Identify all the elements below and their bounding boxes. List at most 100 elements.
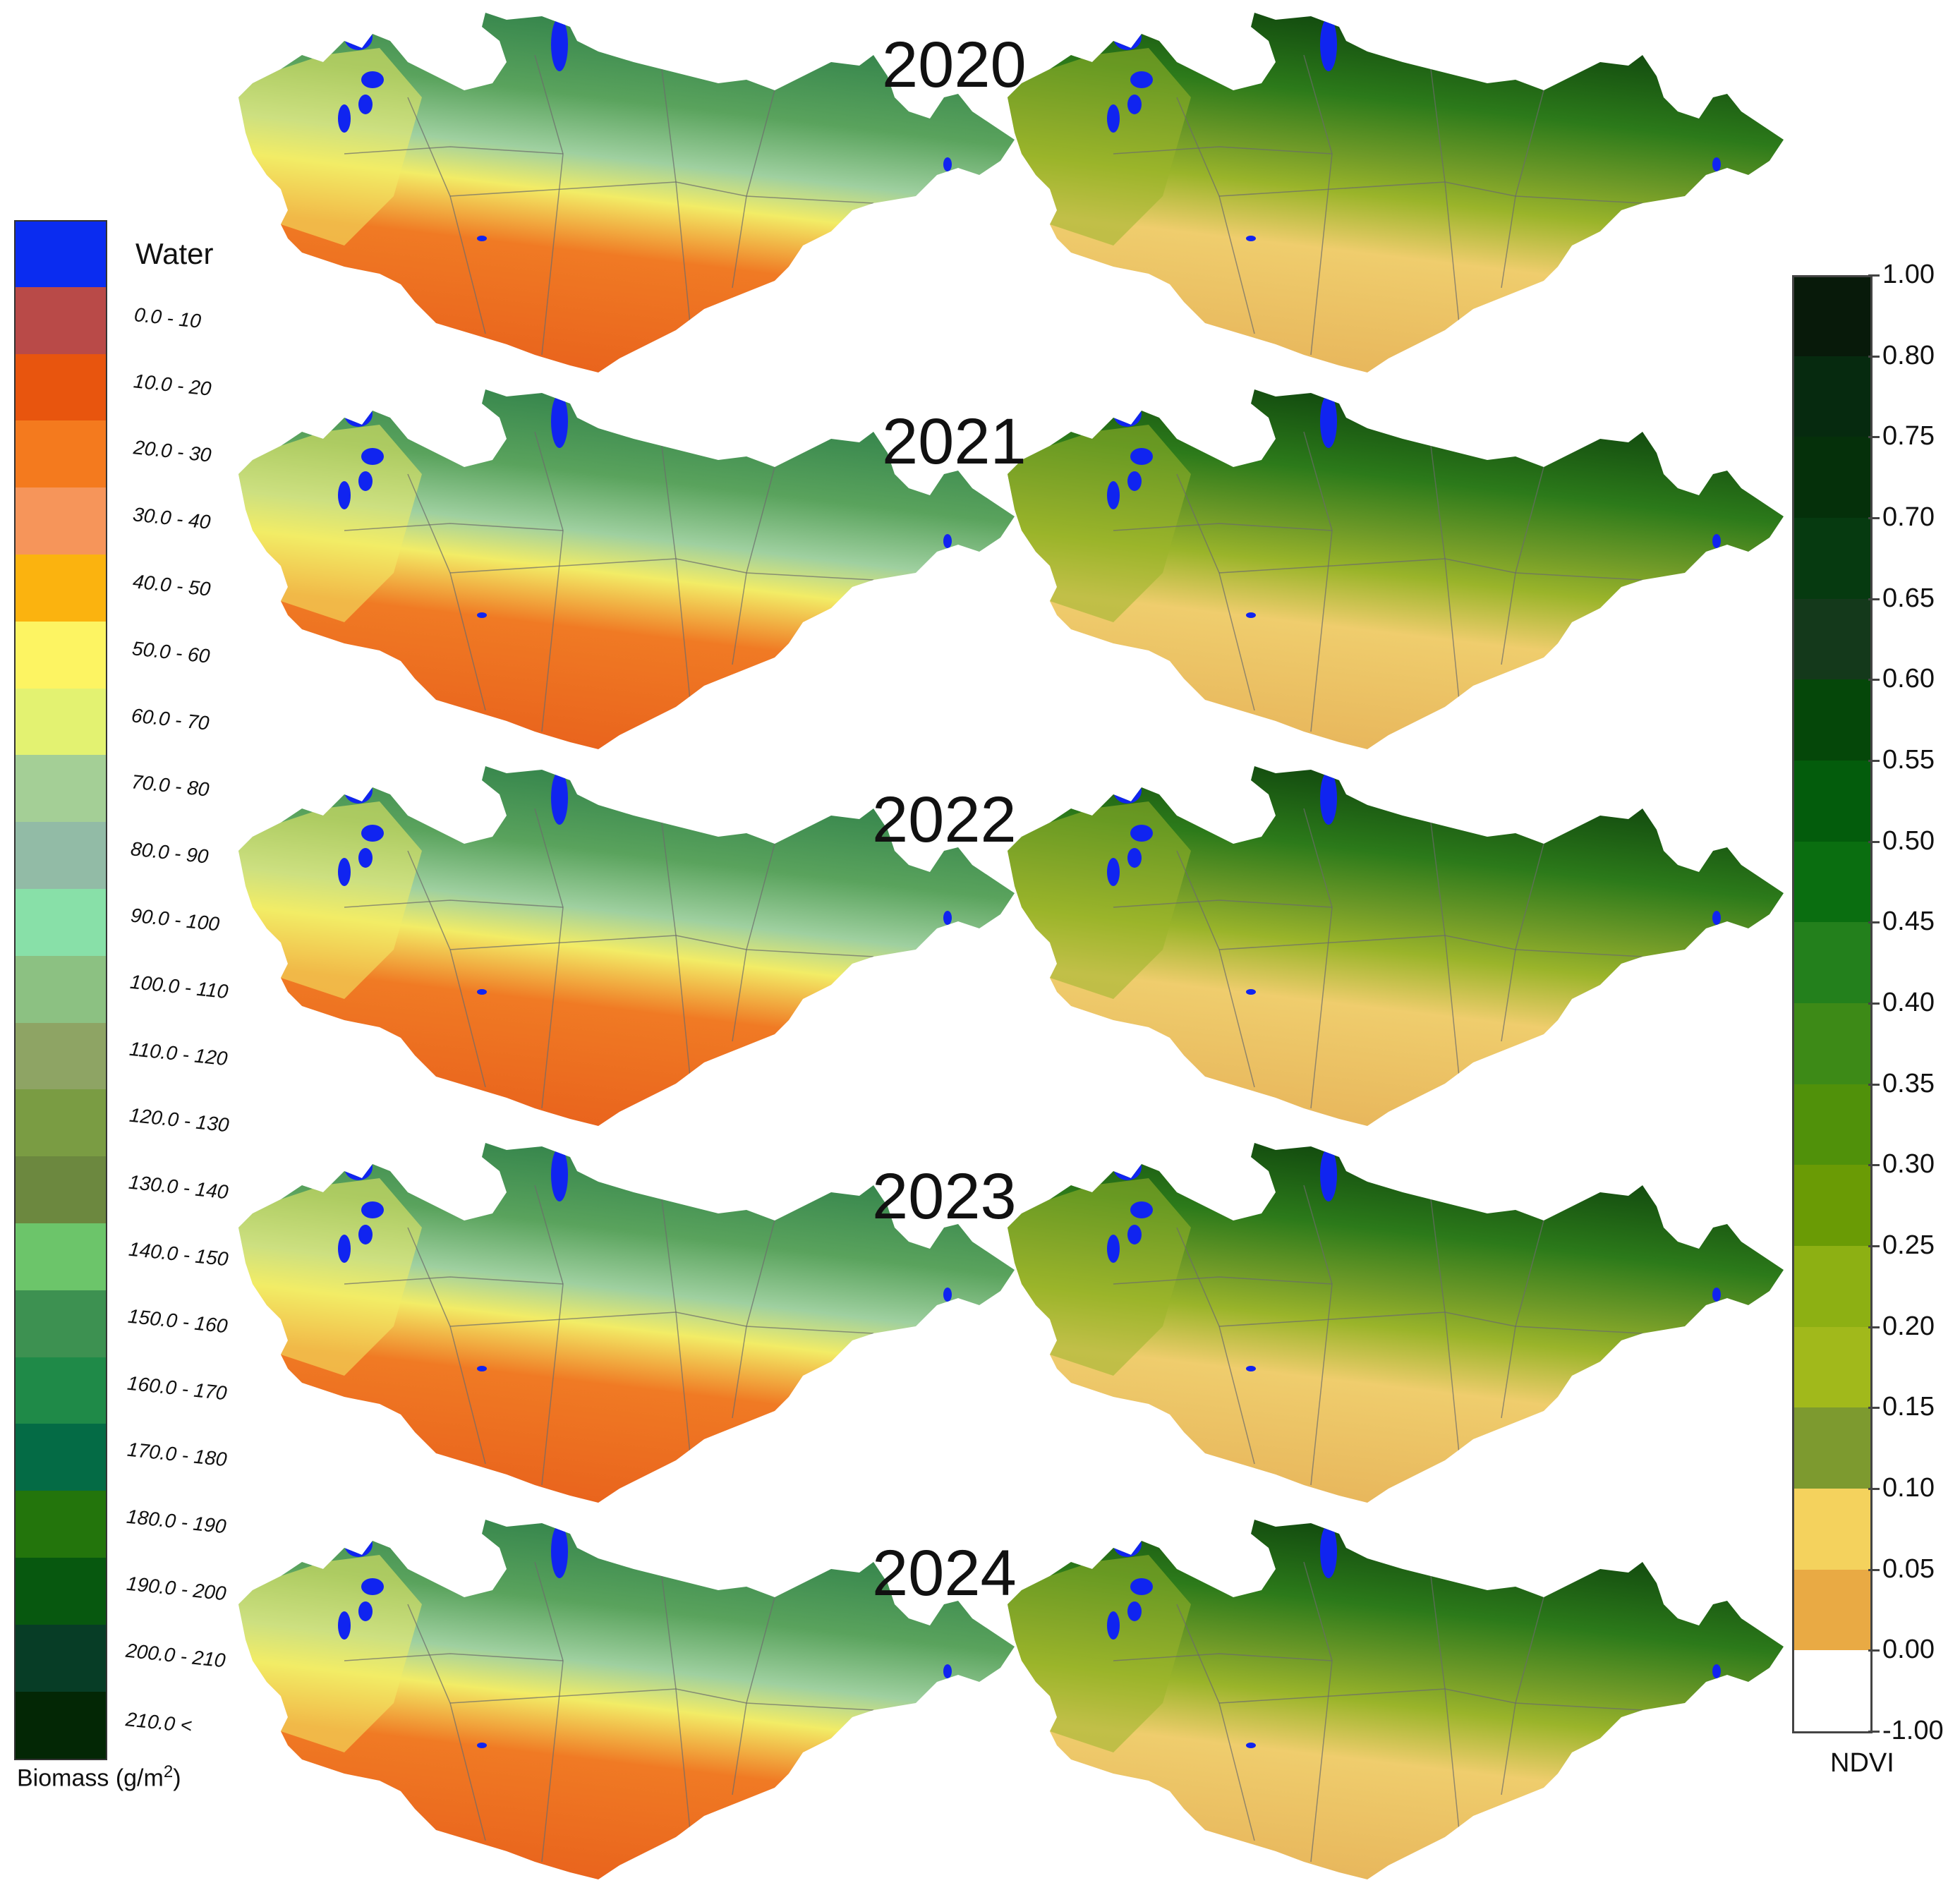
water-body xyxy=(358,95,373,114)
legend-swatch-biomass xyxy=(14,1491,107,1558)
legend-label-biomass: 210.0 < xyxy=(124,1707,193,1737)
ndvi-tick-mark xyxy=(1868,1245,1880,1247)
ndvi-swatch xyxy=(1792,1326,1873,1408)
water-body xyxy=(943,911,952,925)
water-body xyxy=(1113,778,1142,804)
water-body xyxy=(477,1743,487,1748)
year-label: 2021 xyxy=(882,406,1027,478)
water-body xyxy=(338,481,351,509)
ndvi-swatch xyxy=(1792,761,1873,842)
year-label: 2023 xyxy=(872,1161,1017,1232)
legend-label-biomass: 180.0 - 190 xyxy=(126,1505,228,1538)
ndvi-tick-mark xyxy=(1868,1164,1880,1167)
ndvi-tick-mark xyxy=(1868,1003,1880,1005)
legend-label-biomass: 50.0 - 60 xyxy=(131,637,211,667)
legend-label-biomass: 120.0 - 130 xyxy=(128,1104,230,1137)
ndvi-tick-mark xyxy=(1868,1326,1880,1328)
ndvi-tick-mark xyxy=(1868,1488,1880,1490)
water-body xyxy=(1113,1155,1142,1180)
ndvi-swatch xyxy=(1792,356,1873,437)
water-body xyxy=(1107,104,1120,133)
water-body xyxy=(361,71,384,88)
water-body xyxy=(1246,1366,1256,1371)
ndvi-tick-label: -1.00 xyxy=(1882,1716,1944,1745)
ndvi-tick-label: 0.55 xyxy=(1882,745,1935,775)
water-body xyxy=(1107,1235,1120,1263)
ndvi-swatch xyxy=(1792,437,1873,519)
water-body xyxy=(1320,1525,1337,1578)
water-body xyxy=(1246,989,1256,995)
legend-label-biomass: 80.0 - 90 xyxy=(129,837,210,868)
ndvi-tick-mark xyxy=(1868,1731,1880,1733)
water-body xyxy=(1320,18,1337,71)
water-body xyxy=(338,858,351,886)
water-body xyxy=(1246,236,1256,241)
water-body xyxy=(477,236,487,241)
legend-label-biomass: 140.0 - 150 xyxy=(127,1237,229,1271)
water-body xyxy=(1320,394,1337,448)
water-body xyxy=(943,157,952,171)
water-body xyxy=(1107,1611,1120,1640)
water-body xyxy=(1246,612,1256,618)
water-body xyxy=(551,1148,568,1201)
water-body xyxy=(477,989,487,995)
ndvi-swatch xyxy=(1792,679,1873,761)
water-body xyxy=(358,848,373,868)
legend-label-biomass: 110.0 - 120 xyxy=(128,1037,229,1070)
ndvi-map xyxy=(1008,389,1784,749)
legend-swatch-biomass xyxy=(14,755,107,823)
water-body xyxy=(358,471,373,491)
water-body xyxy=(943,1664,952,1678)
legend-swatch-biomass xyxy=(14,1089,107,1157)
water-body xyxy=(1127,1225,1142,1244)
water-body xyxy=(1107,481,1120,509)
water-body xyxy=(1130,71,1153,88)
ndvi-map xyxy=(1008,1520,1784,1879)
legend-label-biomass: 130.0 - 140 xyxy=(128,1170,230,1204)
biomass-map xyxy=(238,1143,1015,1503)
legend-swatch-biomass xyxy=(14,487,107,555)
ndvi-tick-mark xyxy=(1868,1568,1880,1571)
water-body xyxy=(1712,157,1721,171)
water-body xyxy=(338,1611,351,1640)
legend-label-water: Water xyxy=(135,237,214,270)
water-body xyxy=(943,534,952,548)
water-body xyxy=(344,25,373,50)
year-label: 2024 xyxy=(872,1537,1017,1609)
legend-swatch-biomass xyxy=(14,353,107,421)
water-body xyxy=(338,104,351,133)
ndvi-swatch xyxy=(1792,1650,1873,1734)
year-label: 2020 xyxy=(882,29,1027,101)
water-body xyxy=(1130,1578,1153,1595)
legend-swatch-biomass xyxy=(14,889,107,956)
legend-swatch-biomass xyxy=(14,1558,107,1625)
ndvi-legend-title: NDVI xyxy=(1830,1748,1894,1778)
ndvi-tick-mark xyxy=(1868,921,1880,924)
ndvi-tick-mark xyxy=(1868,355,1880,358)
ndvi-tick-label: 0.20 xyxy=(1882,1311,1935,1341)
water-body xyxy=(344,401,373,427)
ndvi-tick-mark xyxy=(1868,679,1880,682)
biomass-map xyxy=(238,766,1015,1126)
ndvi-swatch xyxy=(1792,922,1873,1004)
legend-label-biomass: 160.0 - 170 xyxy=(126,1371,229,1404)
water-body xyxy=(1712,1288,1721,1302)
biomass-map xyxy=(238,389,1015,749)
water-body xyxy=(338,1235,351,1263)
legend-swatch-biomass xyxy=(14,1156,107,1224)
legend-label-biomass: 90.0 - 100 xyxy=(129,904,221,935)
water-body xyxy=(551,18,568,71)
legend-swatch-biomass xyxy=(14,555,107,622)
ndvi-tick-mark xyxy=(1868,840,1880,843)
water-body xyxy=(551,771,568,825)
water-body xyxy=(1320,1148,1337,1201)
legend-label-biomass: 190.0 - 200 xyxy=(125,1572,227,1605)
ndvi-map xyxy=(1008,766,1784,1126)
ndvi-tick-mark xyxy=(1868,1083,1880,1086)
legend-swatch-biomass xyxy=(14,688,107,756)
ndvi-tick-label: 0.35 xyxy=(1882,1068,1935,1098)
legend-label-biomass: 170.0 - 180 xyxy=(126,1438,228,1471)
ndvi-tick-mark xyxy=(1868,1649,1880,1652)
legend-swatch-biomass xyxy=(14,420,107,488)
water-body xyxy=(1113,25,1142,50)
